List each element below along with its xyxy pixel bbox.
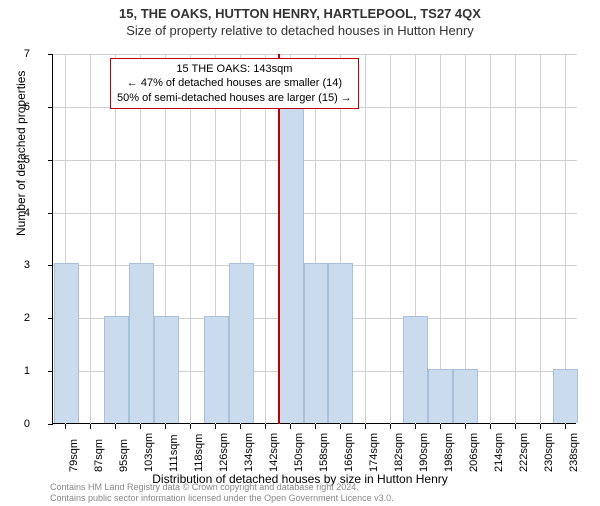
histogram-bar bbox=[403, 316, 428, 423]
page-title: 15, THE OAKS, HUTTON HENRY, HARTLEPOOL, … bbox=[0, 6, 600, 21]
histogram-bar bbox=[204, 316, 229, 423]
x-tick-label: 206sqm bbox=[468, 433, 480, 472]
histogram-bar bbox=[304, 263, 329, 423]
y-tick-label: 4 bbox=[0, 207, 30, 219]
x-tick-label: 103sqm bbox=[143, 433, 155, 472]
histogram-bar bbox=[279, 105, 304, 423]
x-tick-label: 222sqm bbox=[518, 433, 530, 472]
x-tick-label: 230sqm bbox=[543, 433, 555, 472]
y-tick-label: 5 bbox=[0, 154, 30, 166]
page-subtitle: Size of property relative to detached ho… bbox=[0, 23, 600, 38]
y-tick-label: 2 bbox=[0, 312, 30, 324]
x-tick-label: 111sqm bbox=[168, 434, 180, 472]
histogram-bar bbox=[453, 369, 478, 423]
y-tick-label: 6 bbox=[0, 101, 30, 113]
histogram-bar bbox=[104, 316, 129, 423]
annotation-box: 15 THE OAKS: 143sqm← 47% of detached hou… bbox=[110, 58, 359, 109]
histogram-bar bbox=[129, 263, 154, 423]
x-tick-label: 87sqm bbox=[93, 439, 105, 472]
marker-line bbox=[278, 54, 280, 424]
x-tick-label: 118sqm bbox=[193, 434, 205, 472]
x-tick-label: 134sqm bbox=[243, 433, 255, 472]
histogram-bar bbox=[54, 263, 79, 423]
x-tick-label: 166sqm bbox=[343, 433, 355, 472]
annotation-line: 50% of semi-detached houses are larger (… bbox=[117, 91, 352, 105]
x-tick-label: 214sqm bbox=[493, 433, 505, 472]
footer-line-2: Contains public sector information licen… bbox=[50, 493, 394, 504]
x-tick-label: 190sqm bbox=[418, 433, 430, 472]
x-tick-label: 150sqm bbox=[293, 433, 305, 472]
x-tick-label: 95sqm bbox=[118, 439, 130, 472]
annotation-line: 15 THE OAKS: 143sqm bbox=[117, 62, 352, 76]
x-tick-label: 79sqm bbox=[68, 439, 80, 472]
y-tick-label: 0 bbox=[0, 418, 30, 430]
x-tick-label: 182sqm bbox=[393, 433, 405, 472]
plot-area bbox=[52, 54, 576, 424]
x-tick-label: 174sqm bbox=[368, 433, 380, 472]
x-tick-label: 142sqm bbox=[268, 433, 280, 472]
x-tick-label: 238sqm bbox=[568, 433, 580, 472]
histogram-bar bbox=[154, 316, 179, 423]
histogram-bar bbox=[553, 369, 578, 423]
histogram-bar bbox=[428, 369, 453, 423]
y-tick-label: 3 bbox=[0, 259, 30, 271]
footer-line-1: Contains HM Land Registry data © Crown c… bbox=[50, 482, 394, 493]
histogram-bar bbox=[229, 263, 254, 423]
x-tick-label: 158sqm bbox=[318, 433, 330, 472]
y-tick-label: 1 bbox=[0, 365, 30, 377]
histogram-bar bbox=[328, 263, 353, 423]
annotation-line: ← 47% of detached houses are smaller (14… bbox=[117, 76, 352, 90]
footer-attribution: Contains HM Land Registry data © Crown c… bbox=[50, 482, 394, 504]
y-tick-label: 7 bbox=[0, 48, 30, 60]
histogram-chart bbox=[52, 54, 576, 424]
x-tick-label: 198sqm bbox=[443, 433, 455, 472]
x-tick-label: 126sqm bbox=[218, 433, 230, 472]
